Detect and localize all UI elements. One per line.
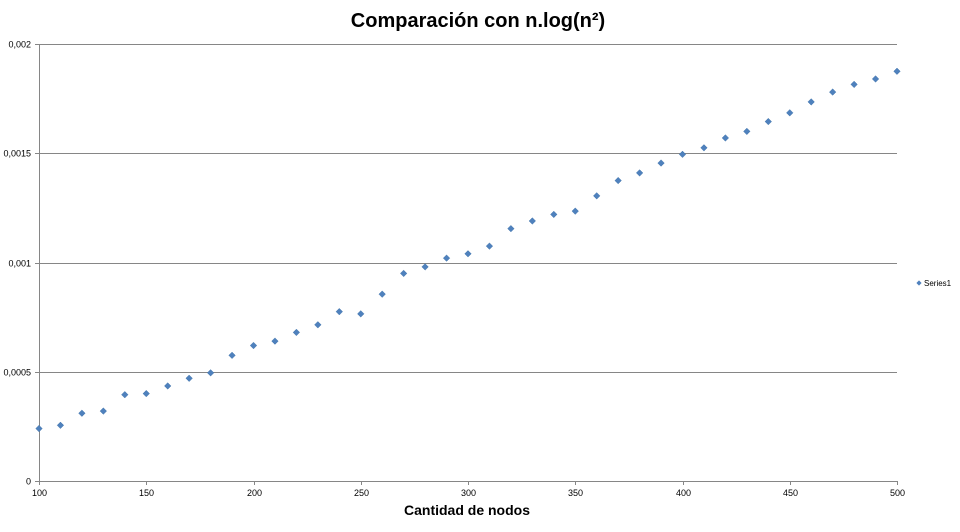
data-point <box>249 341 258 350</box>
data-point <box>56 421 65 429</box>
data-point <box>786 109 794 117</box>
data-point <box>442 254 451 262</box>
data-point <box>593 192 601 200</box>
legend-label-series1: Series1 <box>924 279 952 288</box>
data-points <box>35 67 901 433</box>
data-point <box>400 269 408 278</box>
data-point <box>357 310 365 318</box>
data-point <box>35 424 43 433</box>
data-point <box>271 337 279 345</box>
data-point <box>700 144 708 152</box>
x-tick-label: 250 <box>354 488 369 498</box>
x-axis-ticks: 100 150 200 250 300 350 400 450 500 <box>32 481 905 498</box>
data-point <box>207 369 215 377</box>
y-axis-ticks: 0 0,0005 0,001 0,0015 0,002 <box>3 40 39 487</box>
data-point <box>228 351 236 359</box>
data-point <box>464 250 472 258</box>
y-tick-label: 0,0005 <box>3 368 31 378</box>
data-point <box>743 127 751 135</box>
data-point <box>185 374 193 382</box>
data-point <box>121 391 129 399</box>
data-point <box>378 290 386 298</box>
data-point <box>871 75 880 83</box>
data-point <box>142 390 150 398</box>
y-tick-label: 0,002 <box>8 40 31 50</box>
chart-title: Comparación con n.log(n²) <box>351 10 605 32</box>
data-point <box>657 159 665 167</box>
data-point <box>164 382 172 390</box>
axes <box>39 44 897 482</box>
data-point <box>807 98 815 106</box>
data-point <box>99 407 107 415</box>
data-point <box>314 321 322 329</box>
data-point <box>678 150 687 158</box>
y-tick-label: 0,0015 <box>3 149 31 159</box>
data-point <box>893 67 901 75</box>
data-point <box>829 88 837 96</box>
legend-marker-series1 <box>916 280 922 286</box>
x-tick-label: 450 <box>783 488 798 498</box>
x-tick-label: 200 <box>247 488 262 498</box>
x-tick-label: 500 <box>890 488 905 498</box>
data-point <box>636 169 644 177</box>
data-point <box>721 134 729 142</box>
legend: Series1 <box>916 279 952 288</box>
data-point <box>507 225 515 233</box>
data-point <box>614 176 622 185</box>
y-tick-label: 0 <box>26 477 31 487</box>
x-tick-label: 350 <box>568 488 583 498</box>
x-tick-label: 300 <box>461 488 476 498</box>
x-tick-label: 150 <box>139 488 154 498</box>
data-point <box>528 217 536 225</box>
x-axis-title: Cantidad de nodos <box>404 502 530 518</box>
data-point <box>78 409 86 417</box>
data-point <box>850 80 858 89</box>
data-point <box>764 117 772 126</box>
data-point <box>335 308 343 316</box>
gridlines <box>39 44 897 373</box>
y-tick-label: 0,001 <box>8 259 31 269</box>
data-point <box>292 328 300 337</box>
data-point <box>550 210 558 219</box>
x-tick-label: 400 <box>676 488 691 498</box>
data-point <box>485 242 494 250</box>
x-tick-label: 100 <box>32 488 47 498</box>
data-point <box>571 207 579 215</box>
data-point <box>421 263 429 271</box>
